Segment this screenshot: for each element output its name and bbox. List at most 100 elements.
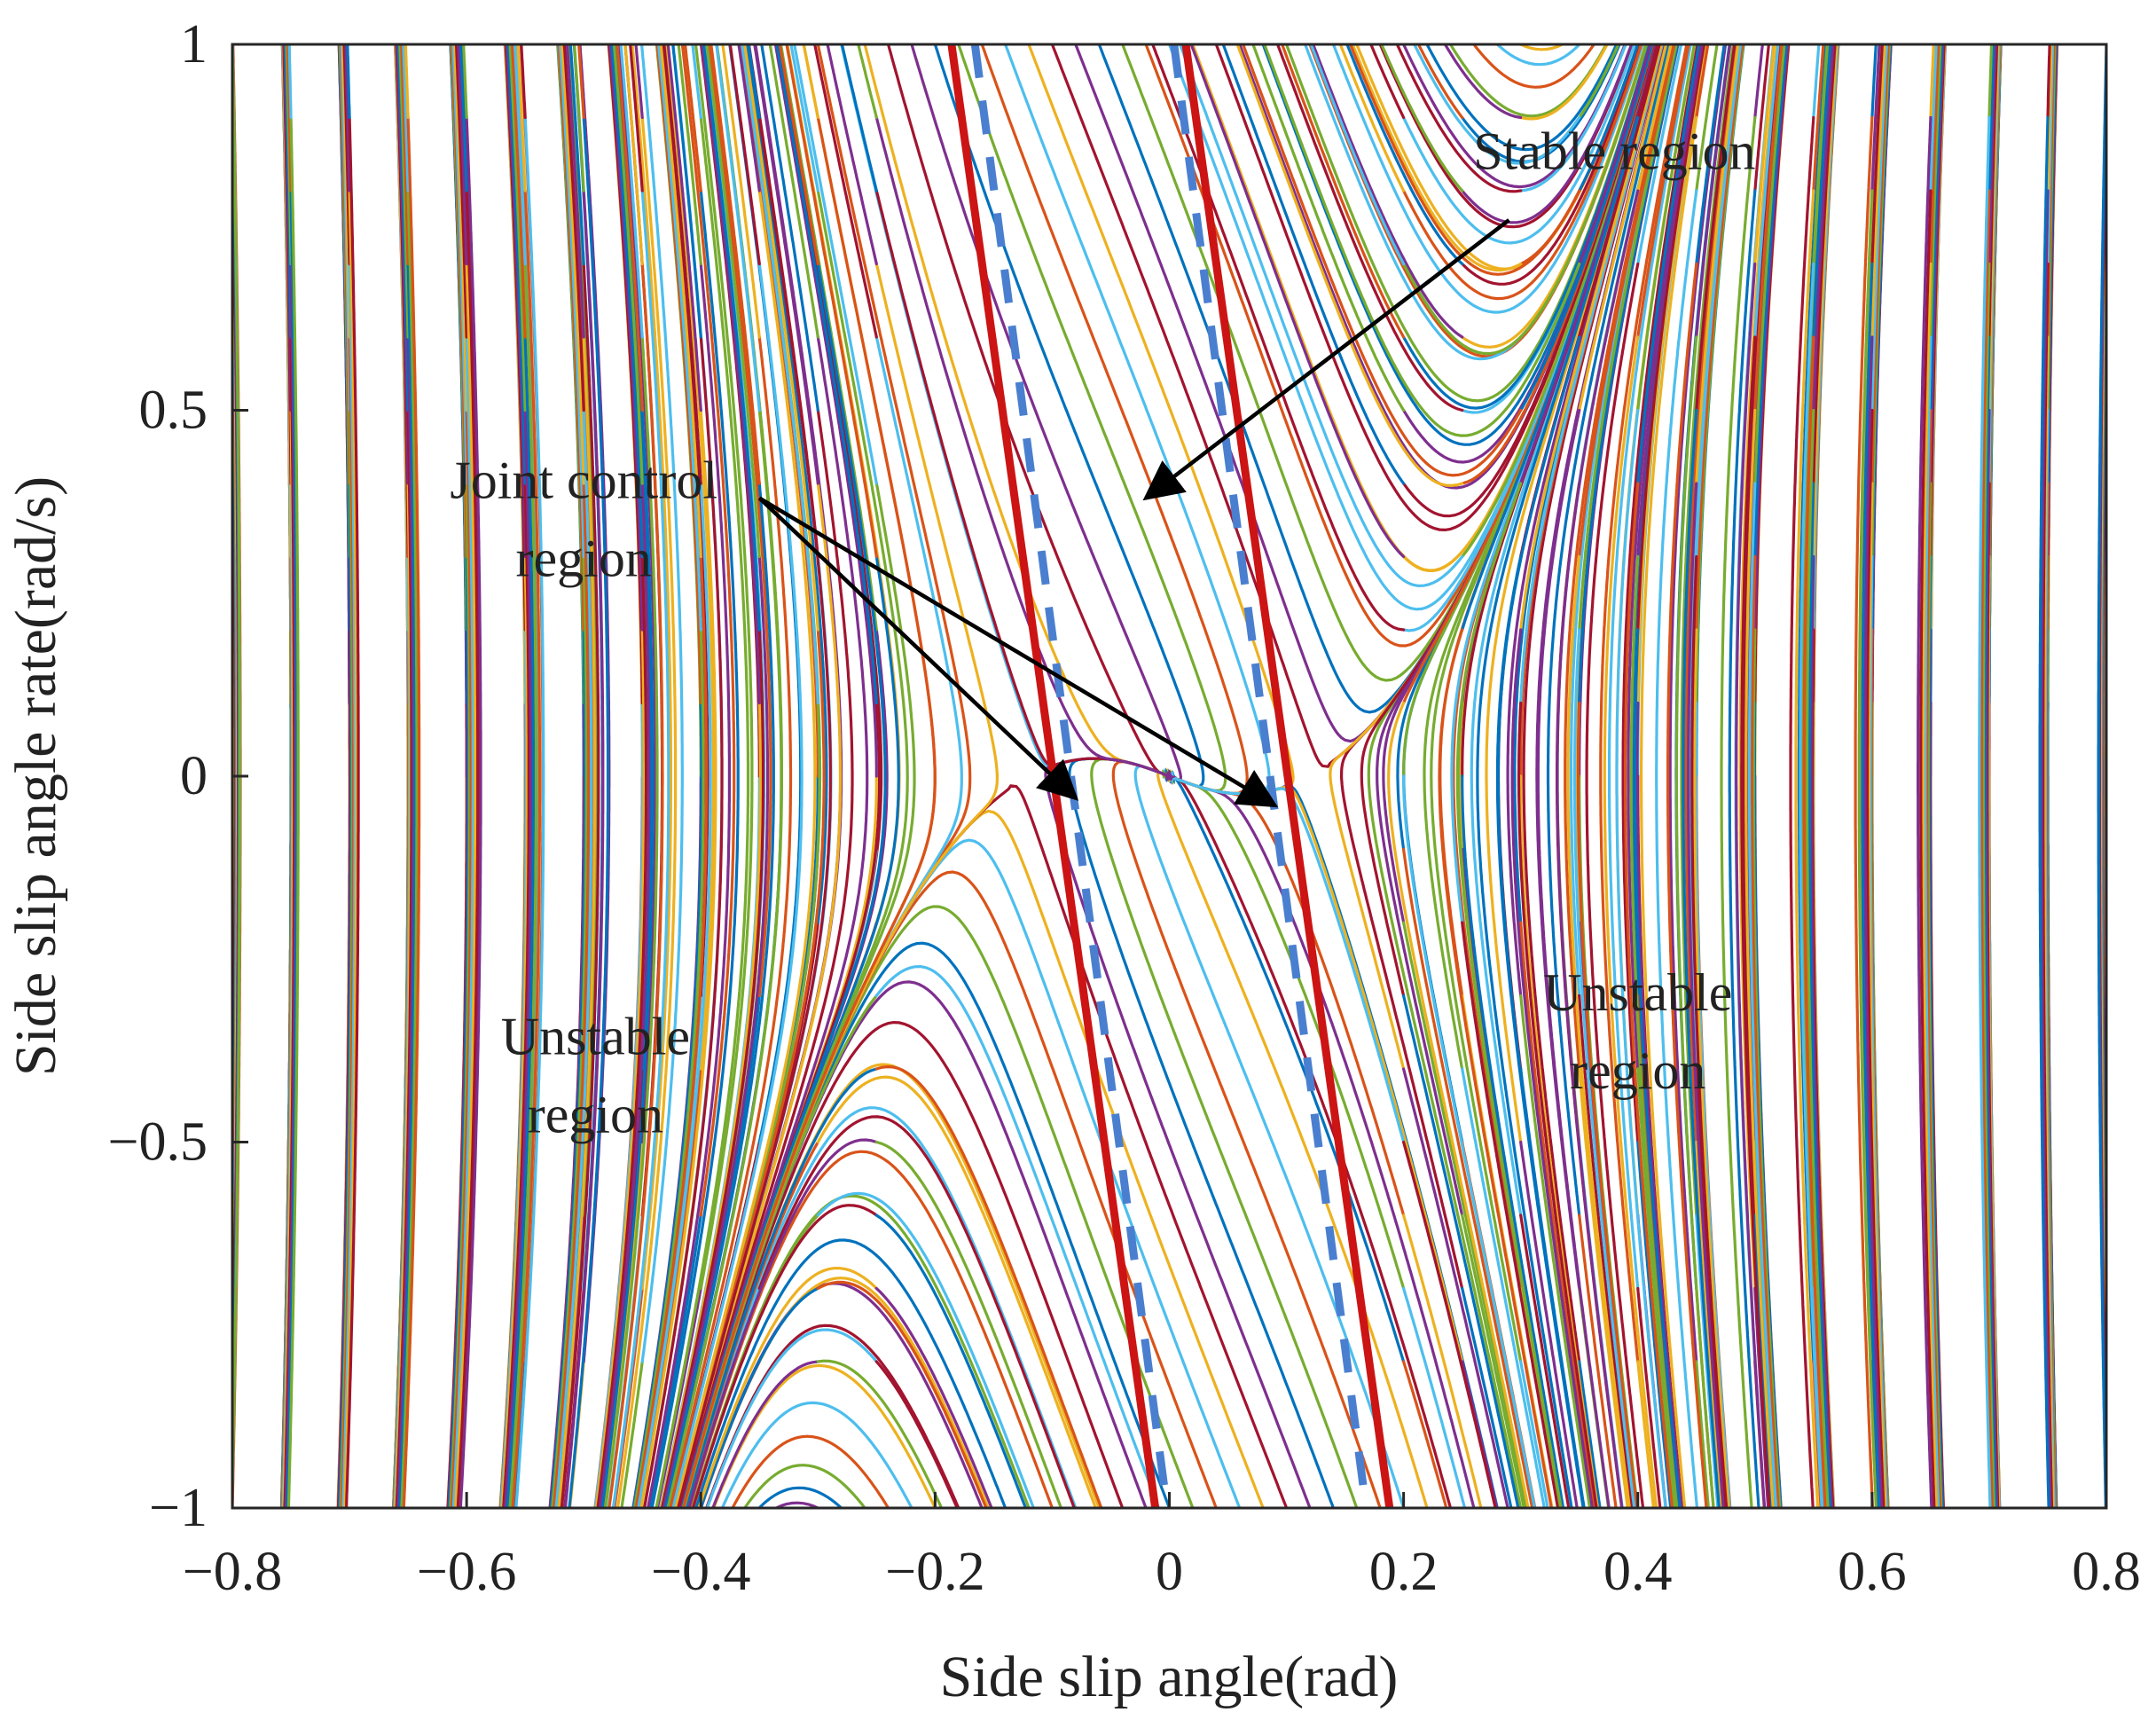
trajectory-line (1755, 9, 1767, 118)
trajectory-line (1133, 11, 1146, 45)
trajectory-line (707, 1402, 912, 1543)
trajectory-line (1076, 1508, 1088, 1543)
trajectory-line (1240, 1508, 1253, 1543)
x-tick-label: 0.6 (1838, 1542, 1907, 1602)
trajectory-line (1216, 1508, 1229, 1543)
stable-boundary-right (1186, 44, 1390, 1508)
trajectory-line (1497, 1508, 1505, 1543)
annotation-line: region (528, 1086, 663, 1144)
trajectory-line (2106, 10, 2107, 49)
y-tick-label: −0.5 (108, 1112, 208, 1173)
trajectory-line (1135, 766, 1403, 1508)
trajectory-line (231, 1508, 232, 1543)
trajectory-line (1029, 1508, 1042, 1543)
trajectory-line (733, 1488, 842, 1542)
y-tick-label: 0 (180, 746, 208, 806)
trajectory-line (865, 1508, 889, 1543)
x-tick-label: 0.2 (1369, 1542, 1439, 1602)
x-tick-label: −0.8 (183, 1542, 282, 1602)
trajectory-line (993, 10, 1006, 44)
trajectory-line (1170, 1508, 1183, 1543)
x-tick-label: 0.4 (1603, 1542, 1673, 1602)
trajectory-line (1062, 11, 1076, 45)
trajectory-line (1366, 11, 1380, 44)
trajectory-line (1086, 11, 1099, 45)
trajectory-line (1333, 1508, 1345, 1543)
trajectory-line (924, 10, 935, 44)
annotation-line: region (516, 530, 652, 588)
trajectory-line (1193, 1508, 1206, 1543)
trajectory-line (1052, 1508, 1064, 1543)
trajectory-line (2106, 1508, 2107, 1543)
annotation-label: Stable region (1473, 122, 1755, 180)
trajectory-line (1328, 11, 1404, 191)
x-tick-label: −0.2 (885, 1542, 984, 1602)
trajectory-line (1404, 1289, 1474, 1542)
trajectory-line (959, 1508, 973, 1542)
trajectory-line (1203, 10, 1216, 44)
trajectory-line (1410, 11, 1427, 44)
trajectory-line (1468, 11, 1497, 44)
trajectory-line (876, 1215, 1039, 1543)
trajectory-line (1070, 758, 1334, 1508)
trajectory-line (1039, 11, 1053, 45)
trajectory-line (1123, 1508, 1135, 1543)
trajectory-line (811, 10, 818, 44)
trajectory-line (1165, 773, 1403, 1215)
trajectory-line (1521, 1508, 1528, 1543)
y-tick-label: 0.5 (139, 381, 208, 441)
trajectory-line (1297, 11, 1310, 45)
trajectory-line (1250, 10, 1263, 44)
trajectory-line (1310, 1508, 1323, 1543)
trajectory-line (1300, 10, 1462, 337)
trajectory-line (935, 1508, 950, 1542)
trajectory-line (231, 10, 232, 49)
trajectory-line (1156, 11, 1170, 45)
trajectory-line (1451, 1508, 1461, 1543)
x-axis-label: Side slip angle(rad) (940, 1645, 1399, 1709)
annotation-line: Stable region (1473, 122, 1755, 180)
trajectory-line (1388, 11, 1403, 44)
y-tick-label: 1 (180, 14, 208, 75)
trajectory-line (1357, 1508, 1369, 1543)
trajectory-line (1380, 1508, 1392, 1543)
trajectory-line (1427, 1508, 1438, 1543)
y-axis-label: Side slip angle rate(rad/s) (4, 476, 68, 1076)
trajectory-line (1343, 11, 1356, 44)
trajectory-line (935, 44, 1203, 787)
trajectory-line (947, 10, 959, 44)
trajectory-line (879, 10, 889, 44)
x-tick-label: 0.8 (2072, 1542, 2141, 1602)
x-tick-label: −0.4 (651, 1542, 750, 1602)
trajectory-line (1274, 10, 1286, 44)
trajectory-line (912, 1508, 929, 1542)
trajectory-line (902, 10, 913, 44)
trajectory-line (715, 1436, 888, 1543)
trajectory-line (1006, 1508, 1019, 1543)
trajectory-line (1497, 11, 1605, 65)
x-tick-label: −0.6 (417, 1542, 516, 1602)
trajectory-line (834, 10, 842, 44)
trajectory-line (1430, 8, 1450, 44)
trajectory-line (982, 44, 1247, 793)
trajectory-line (1287, 1508, 1300, 1543)
trajectory-line (1167, 773, 1462, 1362)
annotation-arrow (1146, 220, 1509, 499)
x-tick-label: 0 (1156, 1542, 1183, 1602)
trajectory-line (959, 44, 1226, 790)
trajectory-line (1180, 11, 1193, 45)
trajectory-line (1474, 1508, 1483, 1543)
trajectory-line (1263, 1508, 1276, 1543)
trajectory-line (1146, 1508, 1159, 1543)
trajectory-line (1016, 11, 1030, 45)
annotation-line: Unstable (501, 1008, 690, 1066)
trajectory-line (982, 1508, 995, 1542)
trajectory-line (889, 1508, 909, 1544)
y-tick-label: −1 (149, 1478, 208, 1538)
trajectory-line (818, 1508, 860, 1544)
annotation-line: region (1570, 1041, 1705, 1100)
trajectory-line (856, 10, 865, 44)
trajectory-line (1227, 10, 1239, 44)
trajectory-line (1006, 44, 1270, 794)
